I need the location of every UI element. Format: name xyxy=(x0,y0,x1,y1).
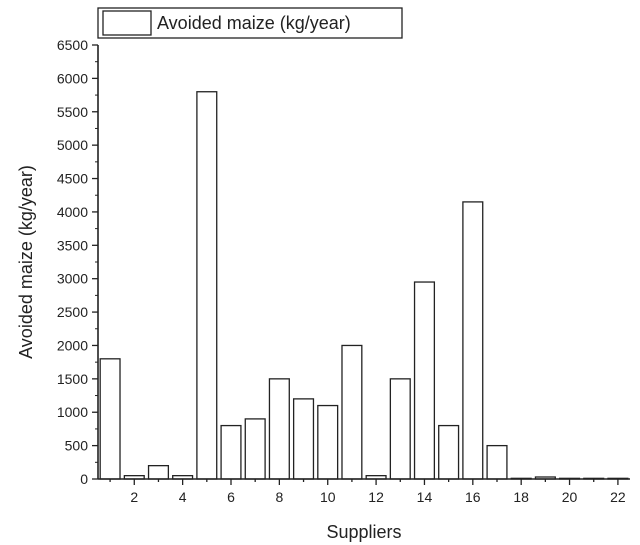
y-tick-label: 0 xyxy=(80,471,88,487)
y-tick-label: 5500 xyxy=(57,104,88,120)
y-tick-label: 4500 xyxy=(57,171,88,187)
bar-supplier-1 xyxy=(99,358,121,480)
y-tick-label: 3500 xyxy=(57,237,88,253)
y-axis-title: Avoided maize (kg/year) xyxy=(16,165,36,359)
y-tick-label: 6500 xyxy=(57,37,88,53)
y-tick-label: 1000 xyxy=(57,404,88,420)
x-tick-label: 4 xyxy=(179,489,187,505)
x-tick-label: 20 xyxy=(562,489,578,505)
bar-supplier-8 xyxy=(268,378,290,480)
y-tick-label: 2000 xyxy=(57,337,88,353)
legend: Avoided maize (kg/year) xyxy=(97,7,403,39)
x-axis-title: Suppliers xyxy=(326,522,401,542)
axes-group xyxy=(97,45,630,480)
bar-supplier-13 xyxy=(389,378,411,480)
x-ticks-group: 2 4 6 8 10 12 14 16 18 20 22 xyxy=(109,479,626,505)
legend-label: Avoided maize (kg/year) xyxy=(157,13,351,33)
bar-supplier-15 xyxy=(438,424,460,480)
bar-supplier-9 xyxy=(292,398,315,480)
y-ticks-group: 0 500 1000 1500 2000 2500 3000 3500 4000 4500 5000… xyxy=(57,37,98,487)
x-tick-label: 10 xyxy=(320,489,336,505)
bar-supplier-10 xyxy=(317,404,339,480)
x-tick-label: 8 xyxy=(275,489,283,505)
y-tick-label: 6000 xyxy=(57,70,88,86)
y-tick-label: 2500 xyxy=(57,304,88,320)
bar-supplier-5 xyxy=(196,91,218,480)
bar-supplier-3 xyxy=(147,464,170,480)
bar-supplier-14 xyxy=(413,281,436,480)
bar-supplier-11 xyxy=(341,344,363,480)
bar-supplier-6 xyxy=(220,424,242,480)
x-tick-label: 18 xyxy=(513,489,529,505)
y-tick-label: 4000 xyxy=(57,204,88,220)
bars-group xyxy=(99,91,629,480)
legend-swatch xyxy=(102,10,152,36)
x-tick-label: 6 xyxy=(227,489,235,505)
y-tick-label: 3000 xyxy=(57,271,88,287)
bar-supplier-7 xyxy=(244,418,266,480)
y-tick-label: 5000 xyxy=(57,137,88,153)
bar-supplier-17 xyxy=(486,444,508,480)
x-tick-label: 14 xyxy=(417,489,433,505)
y-tick-label: 500 xyxy=(65,438,89,454)
x-tick-label: 22 xyxy=(610,489,626,505)
x-tick-label: 12 xyxy=(368,489,384,505)
x-tick-label: 16 xyxy=(465,489,481,505)
x-tick-label: 2 xyxy=(130,489,138,505)
bar-supplier-16 xyxy=(462,201,484,480)
y-tick-label: 1500 xyxy=(57,371,88,387)
